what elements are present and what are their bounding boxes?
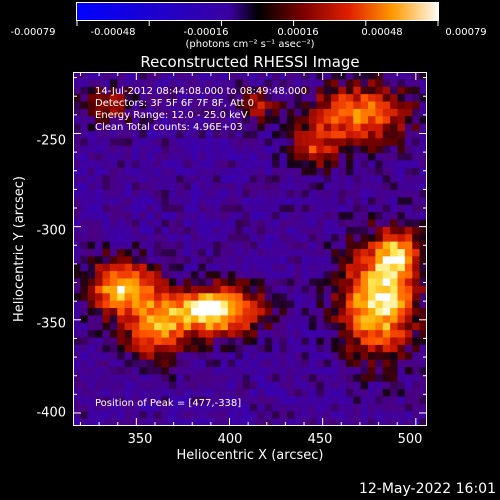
plot-border — [73, 72, 427, 426]
y-tick-label: -350 — [36, 316, 66, 332]
heatmap — [73, 72, 427, 426]
colorbar-units: (photons cm⁻² s⁻¹ asec⁻²) — [185, 39, 315, 50]
info-clean: Clean Total counts: 4.96E+03 — [95, 122, 243, 133]
x-tick-label: 400 — [217, 432, 243, 447]
y-tick-label: -250 — [36, 133, 66, 149]
y-axis-label-text: Heliocentric Y (arcsec) — [12, 176, 27, 322]
info-detectors: Detectors: 3F 5F 6F 7F 8F, Att 0 — [95, 98, 255, 109]
colorbar-tick-label: 0.00079 — [445, 27, 487, 38]
colorbar-tick-label: 0.00048 — [361, 27, 403, 38]
colorbar-tick-label: 0.00016 — [277, 27, 319, 38]
info-energy: Energy Range: 12.0 - 25.0 keV — [95, 110, 248, 121]
colorbar-tick-label: -0.00048 — [90, 27, 136, 38]
heatmap-cells — [73, 72, 427, 426]
x-tick-label: 500 — [397, 432, 423, 447]
colorbar — [76, 2, 439, 21]
colorbar-ticks — [76, 21, 439, 26]
timestamp: 12-May-2022 16:01 — [358, 481, 496, 497]
peak-position: Position of Peak = [477,-338] — [95, 398, 242, 409]
x-axis-label: Heliocentric X (arcsec) — [176, 448, 324, 463]
image-plot: 14-Jul-2012 08:44:08.000 to 08:49:48.000… — [73, 72, 427, 426]
y-tick-label: -300 — [36, 223, 66, 239]
x-tick-label: 350 — [127, 432, 153, 447]
y-tick-label: -400 — [36, 405, 66, 421]
plot-title: Reconstructed RHESSI Image — [140, 53, 360, 71]
colorbar-tick-label: -0.00079 — [10, 27, 56, 38]
x-tick-label: 450 — [307, 432, 333, 447]
y-axis-label: Heliocentric Y (arcsec) — [12, 176, 27, 322]
colorbar-tick-label: -0.00016 — [183, 27, 229, 38]
info-time-range: 14-Jul-2012 08:44:08.000 to 08:49:48.000 — [95, 86, 307, 97]
